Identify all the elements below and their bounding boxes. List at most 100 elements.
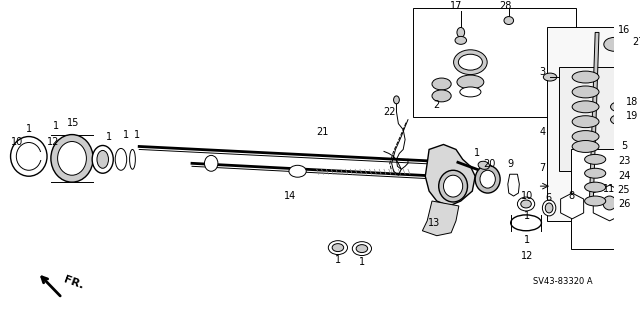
Ellipse shape bbox=[611, 115, 628, 125]
Text: 1: 1 bbox=[524, 235, 530, 245]
Text: 14: 14 bbox=[284, 191, 296, 201]
Text: 25: 25 bbox=[618, 185, 630, 195]
Ellipse shape bbox=[584, 196, 605, 206]
Ellipse shape bbox=[454, 50, 487, 75]
Text: 20: 20 bbox=[483, 159, 496, 169]
Ellipse shape bbox=[517, 197, 534, 211]
Ellipse shape bbox=[603, 196, 616, 210]
Ellipse shape bbox=[332, 244, 344, 252]
Ellipse shape bbox=[542, 200, 556, 216]
Text: 15: 15 bbox=[67, 118, 79, 128]
Text: 19: 19 bbox=[625, 111, 638, 121]
Bar bbox=[413, 8, 576, 117]
Ellipse shape bbox=[475, 165, 500, 193]
Text: 1: 1 bbox=[52, 121, 59, 131]
Ellipse shape bbox=[584, 168, 605, 178]
Text: 2: 2 bbox=[434, 100, 440, 110]
Ellipse shape bbox=[455, 36, 467, 44]
Ellipse shape bbox=[572, 130, 599, 143]
Text: 10: 10 bbox=[11, 137, 24, 146]
Ellipse shape bbox=[352, 242, 371, 256]
Text: 1: 1 bbox=[134, 130, 140, 140]
Polygon shape bbox=[425, 145, 475, 206]
Ellipse shape bbox=[458, 54, 483, 70]
Bar bbox=[547, 27, 640, 221]
Ellipse shape bbox=[572, 140, 599, 152]
Text: 21: 21 bbox=[316, 127, 329, 137]
Ellipse shape bbox=[545, 203, 553, 213]
Ellipse shape bbox=[58, 142, 86, 175]
Text: 24: 24 bbox=[618, 171, 630, 181]
Text: 8: 8 bbox=[568, 191, 574, 201]
Ellipse shape bbox=[572, 71, 599, 83]
Text: 13: 13 bbox=[428, 218, 440, 228]
Ellipse shape bbox=[289, 165, 306, 177]
Ellipse shape bbox=[572, 116, 599, 128]
Ellipse shape bbox=[511, 215, 541, 231]
Text: 6: 6 bbox=[545, 193, 551, 203]
Ellipse shape bbox=[584, 154, 605, 164]
Text: 1: 1 bbox=[26, 124, 32, 134]
Text: 28: 28 bbox=[500, 1, 512, 11]
Text: 18: 18 bbox=[625, 97, 638, 107]
Ellipse shape bbox=[92, 145, 113, 173]
Ellipse shape bbox=[51, 135, 93, 182]
Polygon shape bbox=[589, 33, 599, 201]
Text: 1: 1 bbox=[474, 148, 480, 159]
Ellipse shape bbox=[356, 245, 367, 253]
Text: 1: 1 bbox=[524, 211, 530, 221]
Ellipse shape bbox=[328, 241, 348, 255]
Ellipse shape bbox=[457, 75, 484, 89]
Text: 1: 1 bbox=[106, 131, 113, 142]
Text: FR.: FR. bbox=[62, 274, 85, 291]
Ellipse shape bbox=[204, 155, 218, 171]
Text: 1: 1 bbox=[123, 130, 129, 140]
Ellipse shape bbox=[572, 86, 599, 98]
Ellipse shape bbox=[438, 170, 467, 202]
Ellipse shape bbox=[394, 96, 399, 104]
Text: 1: 1 bbox=[359, 257, 365, 267]
Text: 7: 7 bbox=[540, 163, 545, 173]
Ellipse shape bbox=[584, 182, 605, 192]
Ellipse shape bbox=[611, 102, 628, 112]
Polygon shape bbox=[593, 185, 626, 221]
Text: 22: 22 bbox=[383, 107, 396, 117]
Bar bbox=[518, 219, 534, 227]
Text: 11: 11 bbox=[602, 184, 615, 194]
Ellipse shape bbox=[115, 148, 127, 170]
Text: SV43-83320 A: SV43-83320 A bbox=[532, 277, 593, 286]
Ellipse shape bbox=[604, 37, 625, 51]
Ellipse shape bbox=[460, 87, 481, 97]
Ellipse shape bbox=[432, 90, 451, 102]
Polygon shape bbox=[561, 193, 584, 219]
Polygon shape bbox=[422, 201, 459, 236]
Text: 4: 4 bbox=[540, 127, 545, 137]
Ellipse shape bbox=[478, 161, 490, 169]
Text: 12: 12 bbox=[521, 250, 533, 261]
Ellipse shape bbox=[129, 149, 135, 169]
Text: 1: 1 bbox=[335, 256, 341, 265]
Text: 12: 12 bbox=[47, 137, 59, 146]
Ellipse shape bbox=[572, 101, 599, 113]
Bar bbox=[24, 152, 45, 160]
Ellipse shape bbox=[10, 137, 47, 176]
Text: 26: 26 bbox=[618, 199, 630, 209]
Polygon shape bbox=[508, 174, 519, 196]
Ellipse shape bbox=[97, 151, 108, 168]
Text: 23: 23 bbox=[618, 156, 630, 166]
Ellipse shape bbox=[16, 143, 41, 170]
Text: 3: 3 bbox=[540, 67, 545, 77]
Ellipse shape bbox=[543, 73, 557, 81]
Text: 9: 9 bbox=[508, 159, 514, 169]
Text: 10: 10 bbox=[521, 191, 533, 201]
Text: 17: 17 bbox=[450, 1, 462, 11]
Bar bbox=[571, 149, 619, 249]
Text: 16: 16 bbox=[618, 26, 630, 35]
Ellipse shape bbox=[504, 17, 513, 25]
Text: 5: 5 bbox=[621, 141, 627, 152]
Ellipse shape bbox=[432, 78, 451, 90]
Ellipse shape bbox=[521, 200, 531, 208]
Text: 27: 27 bbox=[632, 37, 640, 47]
Ellipse shape bbox=[444, 175, 463, 197]
Ellipse shape bbox=[480, 170, 495, 188]
